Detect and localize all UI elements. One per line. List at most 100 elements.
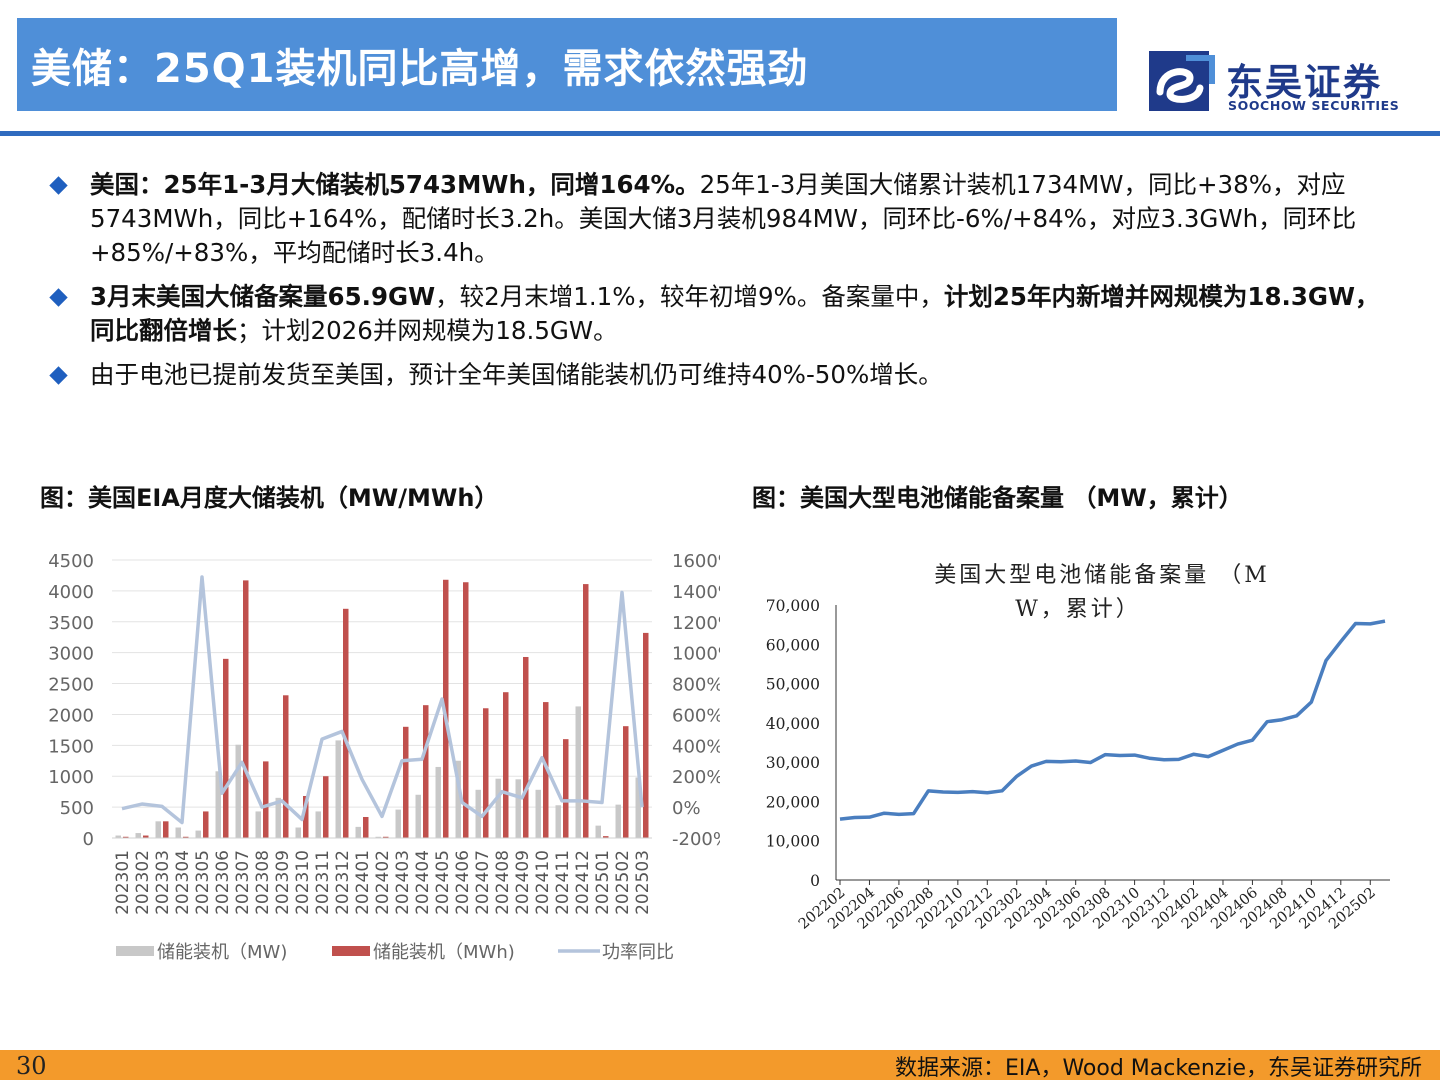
bar-mw: [255, 811, 261, 838]
bullet-item-1: 美国：25年1-3月大储装机5743MWh，同增164%。25年1-3月美国大储…: [48, 168, 1398, 270]
bar-mwh: [563, 739, 569, 838]
series-line-yoy: [121, 575, 644, 825]
bullet-2-text-a: ，较2月末增1.1%，较年初增9%。备案量中，: [435, 282, 944, 311]
bar-mwh: [203, 811, 209, 838]
bullet-2-bold-a: 3月末美国大储备案量65.9GW: [90, 282, 436, 311]
logo-text-en: SOOCHOW SECURITIES: [1228, 98, 1400, 113]
bar-mw: [535, 789, 541, 838]
x-tick-label: 202308: [253, 850, 273, 915]
x-tick-label: 202402: [373, 850, 393, 915]
bar-mw: [115, 835, 121, 838]
bar-mw: [215, 771, 221, 838]
x-tick-label: 202410: [533, 850, 553, 915]
bar-mwh: [123, 836, 129, 838]
x-tick-label: 202501: [593, 850, 613, 915]
bullet-1-text: 25年1-3月美国大储累计装机1734MW，同比+38%，对应5743MWh，同…: [90, 170, 1357, 267]
y-tick-label: 4500: [48, 551, 94, 572]
logo-text-cn: 东吴证券: [1226, 61, 1382, 104]
bar-mw: [455, 760, 461, 838]
y-tick-label: 30,000: [766, 754, 820, 772]
y2-tick-label: 1000%: [672, 644, 720, 665]
x-tick-label: 202404: [413, 850, 433, 915]
bar-mw: [435, 766, 441, 838]
bullet-list: 美国：25年1-3月大储装机5743MWh，同增164%。25年1-3月美国大储…: [48, 168, 1398, 402]
bar-mw: [355, 826, 361, 838]
bar-mw: [235, 744, 241, 838]
bar-mw: [415, 794, 421, 838]
legend-label-mw: 储能装机（MW): [157, 942, 287, 963]
diamond-bullet-icon: [49, 366, 68, 385]
bar-mw: [295, 827, 301, 838]
y-tick-label: 3500: [48, 613, 94, 634]
data-source: 数据来源：EIA，Wood Mackenzie，东吴证券研究所: [895, 1056, 1422, 1081]
y2-tick-label: 400%: [672, 736, 720, 757]
bar-mwh: [483, 708, 489, 838]
bar-mwh: [343, 608, 349, 838]
y-tick-label: 50,000: [766, 676, 820, 694]
bar-mwh: [263, 761, 269, 838]
y-tick-label: 4000: [48, 582, 94, 603]
chart-title-line-2: W，累计）: [1015, 597, 1141, 622]
bar-mw: [155, 821, 161, 838]
legend-label-yoy: 功率同比: [602, 942, 674, 963]
bar-mwh: [623, 726, 629, 838]
y-tick-label: 0: [810, 872, 820, 890]
bar-mwh: [543, 702, 549, 838]
legend-swatch-mwh: [332, 946, 370, 956]
y-tick-label: 2000: [48, 705, 94, 726]
bar-mwh: [463, 582, 469, 838]
x-tick-label: 202411: [553, 850, 573, 915]
x-tick-label: 202407: [473, 850, 493, 915]
bar-mwh: [603, 836, 609, 838]
page-number: 30: [16, 1052, 47, 1080]
company-logo: 东吴证券 SOOCHOW SECURITIES: [1146, 48, 1426, 118]
bar-mw: [315, 811, 321, 838]
bullet-3-text: 由于电池已提前发货至美国，预计全年美国储能装机仍可维持40%-50%增长。: [90, 360, 943, 389]
y2-tick-label: 800%: [672, 675, 720, 696]
y-tick-label: 10,000: [766, 833, 820, 851]
x-tick-label: 202503: [633, 850, 653, 915]
bar-mw: [275, 797, 281, 838]
bar-mw: [375, 836, 381, 838]
x-tick-label: 202412: [573, 850, 593, 915]
left-figure-title: 图：美国EIA月度大储装机（MW/MWh）: [40, 484, 499, 512]
y-tick-label: 0: [83, 829, 94, 850]
y2-tick-label: 1200%: [672, 613, 720, 634]
bar-mw: [135, 833, 141, 838]
y-tick-label: 1500: [48, 736, 94, 757]
bar-mwh: [143, 835, 149, 838]
bar-mwh: [163, 821, 169, 838]
bullet-item-3: 由于电池已提前发货至美国，预计全年美国储能装机仍可维持40%-50%增长。: [48, 358, 1398, 392]
x-tick-label: 202307: [233, 850, 253, 915]
x-tick-label: 202305: [193, 850, 213, 915]
bar-mwh: [363, 816, 369, 838]
right-figure-title: 图：美国大型电池储能备案量 （MW，累计）: [752, 484, 1243, 512]
bar-mw: [495, 778, 501, 838]
bar-mw: [615, 804, 621, 838]
legend-label-mwh: 储能装机（MWh): [373, 942, 515, 963]
x-tick-label: 202309: [273, 850, 293, 915]
diamond-bullet-icon: [49, 288, 68, 307]
bar-mw: [515, 779, 521, 838]
bar-mw: [395, 809, 401, 838]
bullet-item-2: 3月末美国大储备案量65.9GW，较2月末增1.1%，较年初增9%。备案量中，计…: [48, 280, 1398, 348]
y-tick-label: 70,000: [766, 597, 820, 615]
y-tick-label: 3000: [48, 644, 94, 665]
x-tick-label: 202406: [453, 850, 473, 915]
series-line-cumulative: [839, 619, 1386, 821]
bar-mw: [555, 805, 561, 838]
bar-mwh: [223, 658, 229, 838]
bar-mwh: [303, 795, 309, 838]
y-tick-label: 40,000: [766, 715, 820, 733]
bar-mwh: [423, 705, 429, 838]
bullet-2-bold-b: 计划25年内新增并网规模为18.3GW，同比翻倍增长: [90, 282, 1380, 345]
eia-monthly-storage-chart: 0 500 1000 1500 2000 2500 3000 3500 4000 4500 -200…: [48, 551, 720, 963]
y-tick-label: 1000: [48, 767, 94, 788]
bar-mw: [335, 740, 341, 838]
diamond-bullet-icon: [49, 176, 68, 195]
x-tick-label: 202502: [613, 850, 633, 915]
x-tick-label: 202409: [513, 850, 533, 915]
bar-mwh: [243, 580, 249, 838]
bar-mwh: [183, 836, 189, 838]
bullet-1-bold: 美国：25年1-3月大储装机5743MWh，同增164%。: [90, 170, 700, 199]
